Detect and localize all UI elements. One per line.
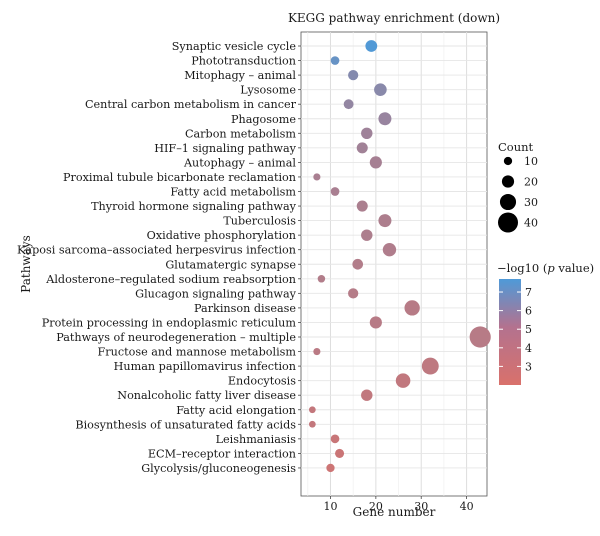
y-tick-label: Protein processing in endoplasmic reticu… xyxy=(42,316,297,329)
color-legend-label: 5 xyxy=(525,323,532,336)
y-tick-label: Synaptic vesicle cycle xyxy=(172,40,297,53)
data-point xyxy=(378,214,392,228)
color-legend-title-italic: p xyxy=(547,261,555,275)
color-legend-title: −log10 (p value) xyxy=(497,261,594,275)
data-point xyxy=(469,326,491,348)
data-point xyxy=(382,243,397,257)
x-tick-label: 40 xyxy=(460,500,474,513)
color-legend-bar xyxy=(499,279,521,385)
color-legend-ticks: 7 6 5 4 3 xyxy=(499,286,532,373)
data-point xyxy=(352,258,364,270)
size-legend-dot xyxy=(499,193,517,211)
data-point xyxy=(404,300,420,316)
data-point xyxy=(365,40,378,52)
y-axis-tick-labels: Synaptic vesicle cycle PhototransductionM… xyxy=(17,40,301,475)
data-point xyxy=(343,99,354,110)
data-point xyxy=(421,357,439,375)
y-tick-label: Phototransduction xyxy=(191,55,296,68)
data-point xyxy=(361,127,373,140)
y-tick-label: ECM–receptor interaction xyxy=(148,447,296,460)
data-point xyxy=(369,316,382,329)
y-tick-label: Tuberculosis xyxy=(223,215,296,228)
size-legend: 10 20 30 40 xyxy=(498,155,538,233)
size-legend-dot xyxy=(501,175,515,188)
data-point xyxy=(326,463,335,473)
size-legend-label: 10 xyxy=(524,155,538,168)
y-tick-label: Aldosterone–regulated sodium reabsorptio… xyxy=(45,273,296,286)
data-point xyxy=(308,420,316,428)
y-tick-label: Kaposi sarcoma–associated herpesvirus in… xyxy=(17,244,296,257)
data-point xyxy=(356,200,368,212)
y-tick-label: Thyroid hormone signaling pathway xyxy=(91,200,297,213)
data-point xyxy=(369,156,382,169)
y-tick-label: Glucagon signaling pathway xyxy=(135,287,297,300)
data-point xyxy=(335,448,345,458)
data-point xyxy=(378,112,392,126)
y-axis-label: Pathways xyxy=(19,235,33,293)
y-tick-label: Glycolysis/gluconeogenesis xyxy=(141,462,296,475)
x-tick-label: 20 xyxy=(369,500,383,513)
size-legend-title: Count xyxy=(498,140,534,154)
data-point xyxy=(356,142,368,154)
y-tick-label: Fructose and mannose metabolism xyxy=(98,346,297,359)
data-point xyxy=(348,69,359,81)
x-tick-label: 30 xyxy=(414,500,428,513)
color-legend-label: 4 xyxy=(525,342,532,355)
y-tick-label: Phagosome xyxy=(231,113,296,126)
size-legend-label: 30 xyxy=(524,196,538,209)
y-tick-label: Fatty acid elongation xyxy=(176,404,296,417)
data-point xyxy=(313,347,321,356)
y-tick-label: Biosynthesis of unsaturated fatty acids xyxy=(75,418,296,431)
data-point xyxy=(330,56,340,65)
y-tick-label: Central carbon metabolism in cancer xyxy=(85,98,297,111)
data-point xyxy=(361,229,373,241)
y-tick-label: Endocytosis xyxy=(228,375,296,388)
y-tick-label: HIF–1 signaling pathway xyxy=(154,142,296,155)
y-tick-label: Pathways of neurodegeneration – multiple xyxy=(56,331,296,344)
data-points xyxy=(308,40,491,473)
y-tick-label: Carbon metabolism xyxy=(185,127,296,140)
y-tick-label: Glutamatergic synapse xyxy=(165,258,296,271)
color-legend-label: 7 xyxy=(525,286,532,299)
data-point xyxy=(361,389,373,401)
y-tick-label: Leishmaniasis xyxy=(216,433,297,446)
data-point xyxy=(374,83,387,96)
y-tick-label: Parkinson disease xyxy=(194,302,296,315)
y-tick-label: Human papillomavirus infection xyxy=(114,360,296,373)
y-tick-label: Mitophagy – animal xyxy=(184,69,296,82)
size-legend-label: 20 xyxy=(524,176,538,189)
y-tick-label: Autophagy – animal xyxy=(183,156,296,169)
y-tick-label: Proximal tubule bicarbonate reclamation xyxy=(63,171,296,184)
chart-title: KEGG pathway enrichment (down) xyxy=(288,11,500,25)
y-tick-label: Nonalcoholic fatty liver disease xyxy=(117,389,296,402)
size-legend-label: 40 xyxy=(524,217,538,230)
data-point xyxy=(330,434,340,444)
y-tick-label: Lysosome xyxy=(240,84,296,97)
x-tick-label: 10 xyxy=(323,500,337,513)
y-tick-label: Fatty acid metabolism xyxy=(170,186,296,199)
data-point xyxy=(317,275,326,283)
color-legend-title-prefix: −log10 ( xyxy=(497,261,547,275)
data-point xyxy=(348,288,359,299)
data-point xyxy=(395,373,411,388)
x-axis-ticks: 10 20 30 40 xyxy=(323,496,474,513)
size-legend-dot xyxy=(498,212,518,233)
data-point xyxy=(313,173,321,181)
color-legend-title-suffix: value) xyxy=(555,261,594,275)
x-axis-label: Gene number xyxy=(353,505,436,519)
data-point xyxy=(308,406,316,414)
color-legend-label: 6 xyxy=(525,305,532,318)
color-legend-label: 3 xyxy=(525,360,532,373)
data-point xyxy=(330,187,340,196)
y-tick-label: Oxidative phosphorylation xyxy=(147,229,296,242)
size-legend-dot xyxy=(503,156,513,166)
